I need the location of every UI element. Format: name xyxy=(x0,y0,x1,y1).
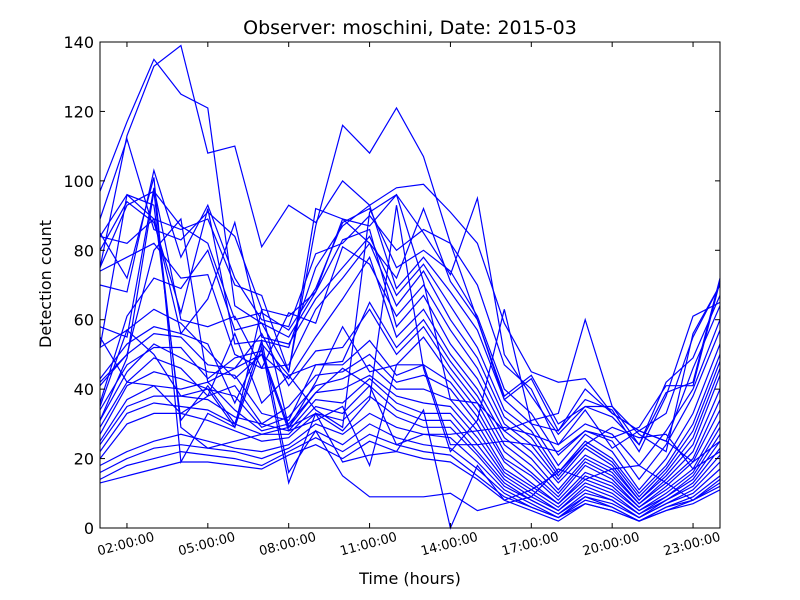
series-line-6 xyxy=(99,190,721,481)
series-line-32 xyxy=(99,193,721,453)
chart-title: Observer: moschini, Date: 2015-03 xyxy=(243,17,577,39)
y-tick-label: 100 xyxy=(63,172,94,191)
series-line-7 xyxy=(99,200,721,491)
series-line-22 xyxy=(99,395,721,519)
y-tick-label: 140 xyxy=(63,33,94,52)
series-line-1 xyxy=(99,58,721,446)
series-line-14 xyxy=(99,308,721,509)
series-line-11 xyxy=(99,228,721,502)
series-group xyxy=(99,44,721,530)
series-line-3 xyxy=(99,137,721,446)
series-line-27 xyxy=(99,193,721,512)
series-line-30 xyxy=(99,217,721,468)
series-line-8 xyxy=(99,217,721,495)
y-tick-label: 60 xyxy=(74,311,94,330)
plot-frame xyxy=(99,41,721,529)
series-line-28 xyxy=(99,177,721,530)
series-line-31 xyxy=(99,205,721,453)
y-tick-label: 20 xyxy=(74,450,94,469)
y-tick-label: 80 xyxy=(74,241,94,260)
series-line-16 xyxy=(99,339,721,512)
y-tick-label: 40 xyxy=(74,380,94,399)
y-tick-label: 120 xyxy=(63,102,94,121)
series-line-21 xyxy=(99,384,721,519)
series-line-13 xyxy=(99,301,721,505)
series-line-10 xyxy=(99,242,721,502)
series-line-12 xyxy=(99,255,721,505)
series-line-24 xyxy=(99,423,721,522)
series-line-29 xyxy=(99,191,721,463)
series-line-15 xyxy=(99,325,721,508)
series-line-19 xyxy=(99,374,721,515)
series-line-26 xyxy=(99,440,721,522)
y-tick-label: 0 xyxy=(84,519,94,538)
x-axis-label: Time (hours) xyxy=(358,569,461,588)
series-line-18 xyxy=(99,364,721,515)
y-axis-label: Detection count xyxy=(36,220,55,348)
